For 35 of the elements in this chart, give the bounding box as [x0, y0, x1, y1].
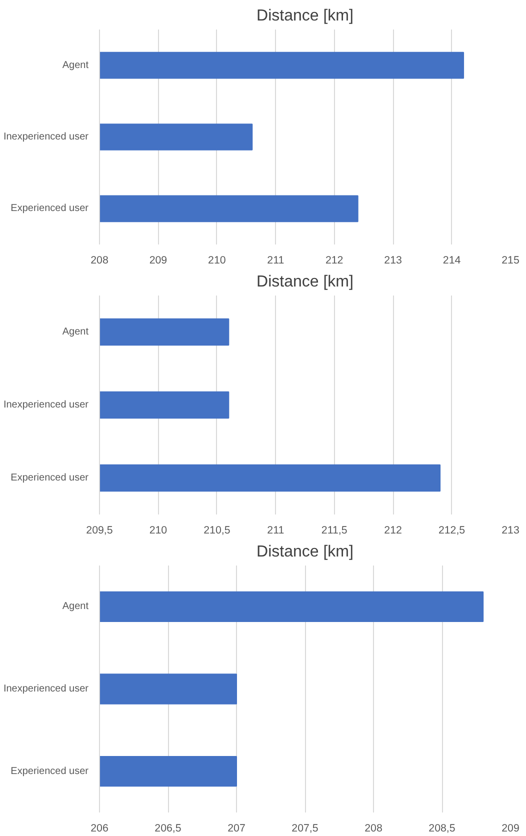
x-tick-label: 211,5: [321, 524, 348, 536]
y-tick-label: Inexperienced user: [3, 400, 90, 410]
y-tick-label: Inexperienced user: [3, 132, 90, 142]
x-tick-label: 212,5: [438, 524, 466, 536]
x-tick-label: 209: [149, 254, 168, 266]
x-tick-label: 212: [384, 524, 402, 536]
y-tick-label: Experienced user: [10, 472, 90, 484]
y-tick-label: Agent: [62, 60, 89, 71]
x-tick-label: 208: [364, 822, 382, 834]
x-tick-label: 210,5: [204, 524, 230, 536]
y-tick-label: Inexperienced user: [3, 684, 90, 694]
y-tick-label: Agent: [62, 326, 89, 338]
x-tick-label: 206: [90, 822, 108, 834]
x-tick-label: 208,5: [428, 822, 456, 834]
y-tick-label: Agent: [62, 601, 89, 612]
x-tick-label: 208: [90, 254, 108, 266]
x-tick-label: 213: [502, 524, 520, 536]
x-tick-label: 206,5: [154, 822, 182, 834]
x-tick-label: 213: [384, 254, 402, 266]
x-tick-label: 209: [502, 822, 520, 834]
x-tick-label: 207: [228, 822, 246, 834]
y-tick-label: Experienced user: [10, 203, 90, 214]
x-tick-label: 211: [267, 254, 284, 266]
x-tick-label: 212: [325, 254, 344, 266]
chart-title: Distance [km]: [256, 274, 354, 290]
x-tick-label: 214: [442, 254, 461, 266]
x-tick-label: 211: [267, 524, 284, 536]
x-tick-label: 215: [502, 254, 520, 266]
x-tick-label: 207,5: [292, 822, 318, 834]
y-tick-label: Experienced user: [10, 766, 90, 777]
chart-title: Distance [km]: [256, 544, 354, 560]
x-tick-label: 210: [149, 524, 168, 536]
chart-title: Distance [km]: [256, 8, 354, 24]
x-tick-label: 209,5: [86, 524, 113, 536]
x-tick-label: 210: [208, 254, 226, 266]
